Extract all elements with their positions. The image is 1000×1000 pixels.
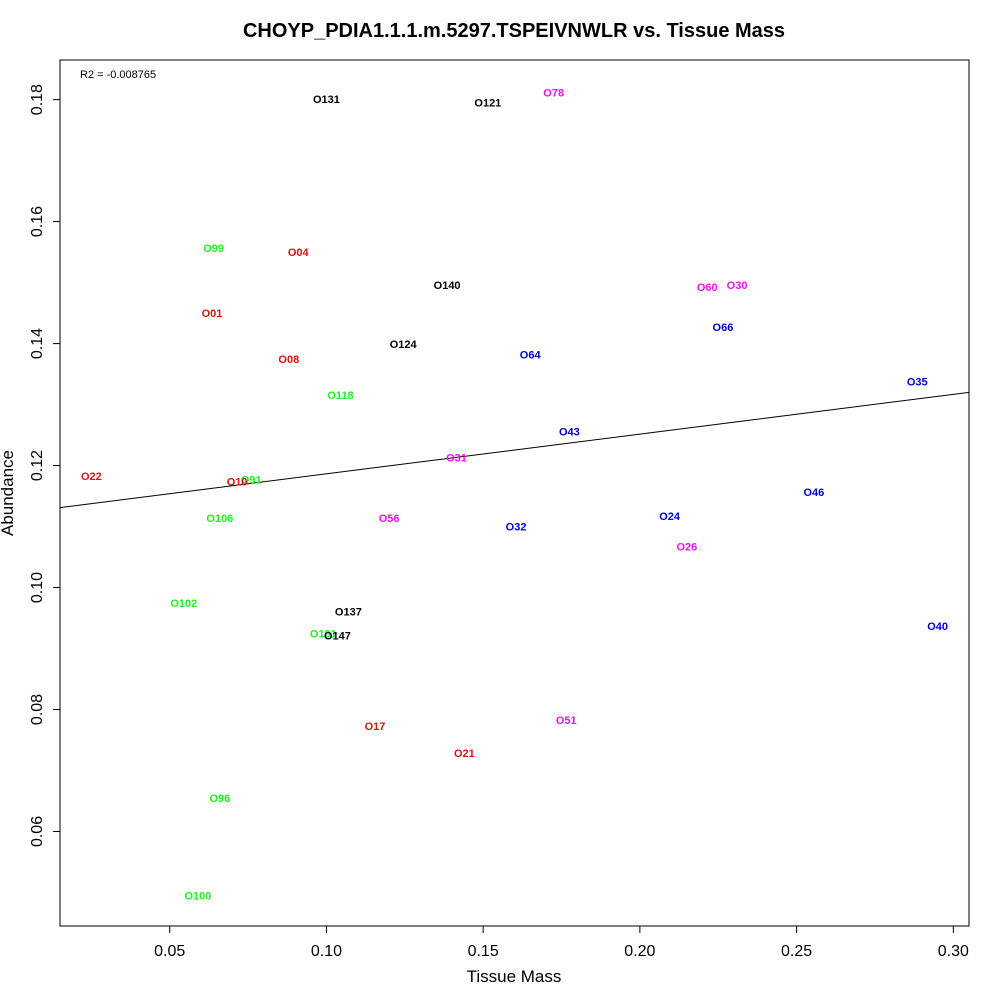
x-tick-label: 0.10 xyxy=(311,943,342,960)
point-o64: O64 xyxy=(520,350,542,362)
point-o22: O22 xyxy=(81,471,102,483)
r2-annotation: R2 = -0.008765 xyxy=(80,69,156,81)
point-o147: O147 xyxy=(324,631,351,643)
point-o43: O43 xyxy=(559,426,580,438)
point-o66: O66 xyxy=(713,322,734,334)
x-tick-label: 0.05 xyxy=(154,943,185,960)
x-tick-label: 0.15 xyxy=(468,943,499,960)
regression-line xyxy=(59,391,970,509)
point-o124: O124 xyxy=(390,339,418,351)
chart-title: CHOYP_PDIA1.1.1.m.5297.TSPEIVNWLR vs. Ti… xyxy=(243,20,785,42)
y-tick-label: 0.12 xyxy=(29,450,46,481)
x-tick-label: 0.30 xyxy=(938,943,969,960)
point-o24: O24 xyxy=(659,511,681,523)
point-o96: O96 xyxy=(209,793,230,805)
point-o21: O21 xyxy=(454,748,475,760)
regression-group xyxy=(59,391,970,509)
point-o102: O102 xyxy=(170,598,197,610)
point-o101: O101 xyxy=(310,628,337,640)
plot-area-frame xyxy=(59,59,970,927)
point-o30: O30 xyxy=(727,280,748,292)
point-o51: O51 xyxy=(556,715,577,727)
y-tick-label: 0.18 xyxy=(29,84,46,115)
y-tick-label: 0.16 xyxy=(29,206,46,237)
point-o100: O100 xyxy=(184,891,211,903)
x-axis-label: Tissue Mass xyxy=(467,967,562,986)
point-o60: O60 xyxy=(697,282,718,294)
x-tick-label: 0.25 xyxy=(781,943,812,960)
point-o32: O32 xyxy=(506,522,527,534)
y-tick-label: 0.10 xyxy=(29,572,46,603)
point-o04: O04 xyxy=(288,247,310,259)
point-o131: O131 xyxy=(313,94,340,106)
point-o140: O140 xyxy=(434,280,461,292)
point-o17: O17 xyxy=(365,721,386,733)
point-o118: O118 xyxy=(327,390,353,402)
point-o106: O106 xyxy=(206,513,233,525)
y-tick-label: 0.14 xyxy=(29,328,46,359)
point-o56: O56 xyxy=(379,513,400,525)
x-tick-label: 0.20 xyxy=(624,943,655,960)
point-o46: O46 xyxy=(803,487,824,499)
point-o137: O137 xyxy=(335,606,362,618)
point-o35: O35 xyxy=(907,376,928,388)
points-group: O131 O121 O78 O99 O04 O140 O60 O30 O01 O66 O124 O64… xyxy=(81,87,948,902)
y-axis-label: Abundance xyxy=(0,450,17,536)
point-o78: O78 xyxy=(543,87,564,99)
y-tick-label: 0.06 xyxy=(29,816,46,847)
point-o10: O10 xyxy=(227,476,248,488)
point-o26: O26 xyxy=(676,542,697,554)
point-o31: O31 xyxy=(446,453,467,465)
point-o01: O01 xyxy=(202,308,223,320)
point-o99: O99 xyxy=(203,243,224,255)
point-o91: O91 xyxy=(241,475,262,487)
x-axis: 0.05 0.10 0.15 0.20 0.25 0.30 xyxy=(154,925,969,960)
y-axis: 0.06 0.08 0.10 0.12 0.14 0.16 0.18 xyxy=(29,84,61,847)
point-o08: O08 xyxy=(278,354,299,366)
point-o121: O121 xyxy=(474,98,501,110)
point-o40: O40 xyxy=(927,621,948,633)
y-tick-label: 0.08 xyxy=(29,694,46,725)
